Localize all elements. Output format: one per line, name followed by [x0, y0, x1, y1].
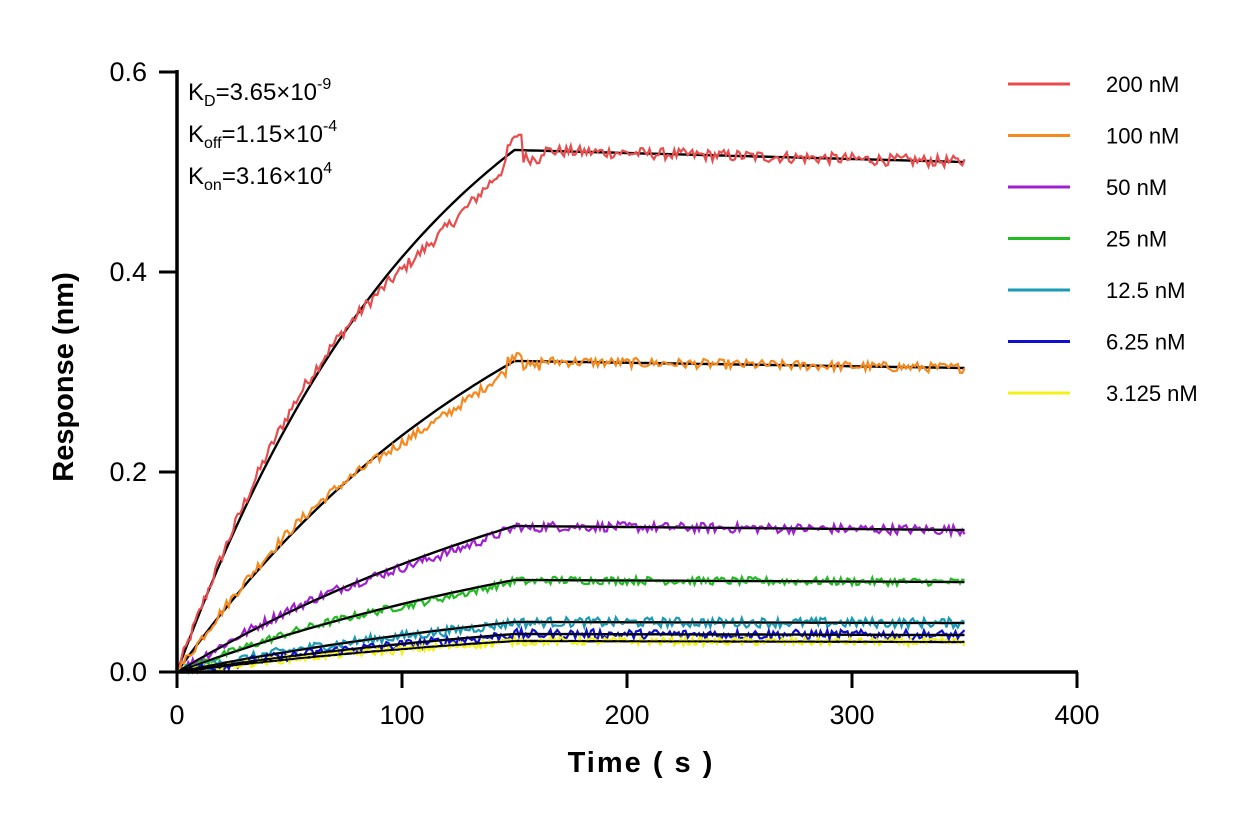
y-tick-label: 0.2: [109, 457, 147, 487]
kinetic-param-off: Koff=1.15×10-4: [188, 118, 337, 152]
legend-label: 3.125 nM: [1106, 381, 1198, 406]
x-tick-label: 400: [1054, 700, 1099, 730]
legend-label: 50 nM: [1106, 175, 1167, 200]
axes: 0 100 200 300 400 0.0 0.2 0.4 0.6 Time ( s ) Respo…: [48, 57, 1100, 779]
data-series: [176, 133, 966, 676]
x-tick-label: 300: [829, 700, 874, 730]
legend-label: 200 nM: [1106, 72, 1179, 97]
kinetic-parameters: KD=3.65×10-9 Koff=1.15×10-4 Kon=3.16×104: [188, 76, 337, 194]
legend-label: 6.25 nM: [1106, 330, 1186, 355]
legend-label: 12.5 nM: [1106, 278, 1186, 303]
fit-curve-50nM-overlay: [176, 525, 965, 673]
fit-curve-3-125nM-overlay: [176, 640, 965, 673]
fit-curve-25nM-overlay: [176, 579, 965, 673]
legend-label: 25 nM: [1106, 227, 1167, 252]
fit-curves-overlay: [176, 525, 965, 673]
fit-curve-6-25nM-overlay: [176, 633, 965, 673]
legend: 200 nM 100 nM 50 nM 25 nM 12.5 nM 6.25 nM 3.12…: [1008, 72, 1198, 406]
x-tick-label: 0: [169, 700, 184, 730]
data-line-100nM: [176, 351, 966, 673]
fit-curve-200nM: [175, 148, 965, 673]
y-axis-title: Response (nm): [48, 272, 80, 481]
y-tick-label: 0.4: [109, 257, 147, 287]
y-tick-label: 0.6: [109, 57, 147, 87]
kinetic-param-on: Kon=3.16×104: [188, 160, 332, 194]
data-line-200nM: [176, 133, 966, 671]
x-axis-title: Time ( s ): [568, 747, 715, 779]
kinetic-param-D: KD=3.65×10-9: [188, 76, 331, 110]
y-tick-label: 0.0: [109, 657, 147, 687]
fit-curve-12-5nM-overlay: [176, 621, 965, 673]
x-tick-label: 200: [604, 700, 649, 730]
fit-curves: [175, 148, 965, 674]
legend-label: 100 nM: [1106, 124, 1179, 149]
x-tick-label: 100: [379, 700, 424, 730]
